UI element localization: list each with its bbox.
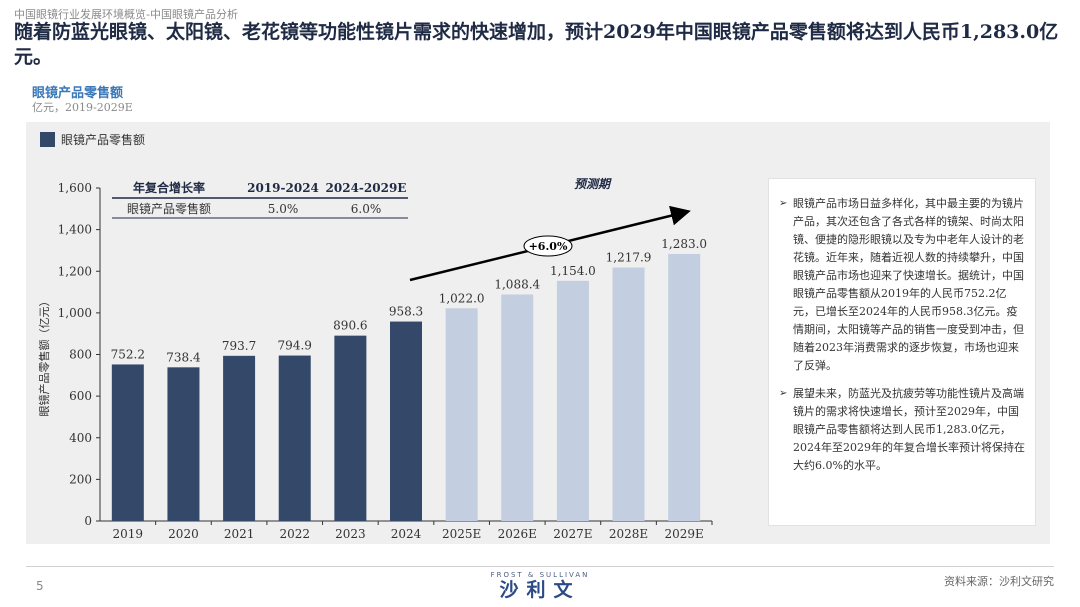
growth-bubble bbox=[523, 235, 573, 257]
bar-2022 bbox=[278, 355, 311, 521]
commentary-item: ➢ 眼镜产品市场日益多样化，其中最主要的为镜片产品，其次还包含了各式各样的镜架、时… bbox=[779, 195, 1025, 375]
logo-top-text: FROST & SULLIVAN bbox=[490, 571, 590, 579]
page-number: 5 bbox=[36, 579, 44, 593]
data-label: 738.4 bbox=[166, 350, 201, 364]
y-tick-label: 600 bbox=[69, 389, 92, 403]
data-label: 793.7 bbox=[222, 339, 256, 353]
x-tick-label: 2024 bbox=[391, 527, 422, 541]
y-tick-label: 200 bbox=[69, 472, 92, 486]
footer-divider bbox=[26, 566, 1054, 567]
cagr-table: 年复合增长率 2019-2024 2024-2029E 眼镜产品零售额 5.0%… bbox=[112, 180, 408, 219]
bar-2019 bbox=[111, 364, 144, 521]
bullet-arrow-icon: ➢ bbox=[779, 198, 788, 209]
data-label: 890.6 bbox=[333, 319, 367, 333]
x-tick-label: 2019 bbox=[113, 527, 144, 541]
bar-2021 bbox=[223, 355, 256, 521]
legend-swatch bbox=[40, 132, 55, 147]
data-label: 1,088.4 bbox=[494, 277, 540, 291]
logo-main-text: 沙利文 bbox=[499, 579, 581, 601]
bar-2025E bbox=[445, 308, 478, 521]
y-tick-label: 1,600 bbox=[58, 181, 92, 195]
bar-2020 bbox=[167, 367, 200, 521]
x-tick-label: 2025E bbox=[442, 527, 481, 541]
y-tick-label: 1,000 bbox=[58, 306, 92, 320]
bar-2023 bbox=[334, 335, 367, 521]
y-tick-label: 0 bbox=[84, 514, 92, 528]
x-tick-label: 2026E bbox=[498, 527, 537, 541]
cagr-row-label: 眼镜产品零售额 bbox=[127, 201, 211, 216]
cagr-row-value-1: 5.0% bbox=[268, 202, 299, 216]
data-label: 794.9 bbox=[278, 339, 312, 353]
y-tick-label: 800 bbox=[69, 348, 92, 362]
x-tick-label: 2029E bbox=[665, 527, 704, 541]
source-note: 资料来源：沙利文研究 bbox=[944, 575, 1054, 588]
x-tick-label: 2028E bbox=[609, 527, 648, 541]
page-headline: 随着防蓝光眼镜、太阳镜、老花镜等功能性镜片需求的快速增加，预计2029年中国眼镜… bbox=[14, 21, 1059, 68]
bullet-arrow-icon: ➢ bbox=[779, 388, 788, 399]
data-label: 1,022.0 bbox=[439, 291, 485, 305]
breadcrumb: 中国眼镜行业发展环境概览-中国眼镜产品分析 bbox=[14, 8, 238, 21]
bar-2024 bbox=[390, 321, 422, 521]
x-tick-label: 2027E bbox=[553, 527, 592, 541]
data-label: 752.2 bbox=[111, 347, 145, 361]
bar-2026E bbox=[501, 294, 534, 521]
data-label: 958.3 bbox=[389, 305, 423, 319]
chart-unit: 亿元，2019-2029E bbox=[32, 101, 133, 114]
bar-2027E bbox=[556, 280, 589, 521]
forecast-label: 预测期 bbox=[574, 177, 612, 191]
x-tick-label: 2021 bbox=[224, 527, 255, 541]
legend: 眼镜产品零售额 bbox=[40, 131, 145, 148]
cagr-header-period-2: 2024-2029E bbox=[326, 181, 407, 195]
bar-2029E bbox=[668, 253, 701, 521]
bar-2028E bbox=[612, 267, 645, 521]
y-tick-label: 1,400 bbox=[58, 223, 92, 237]
legend-label: 眼镜产品零售额 bbox=[61, 133, 146, 147]
x-tick-label: 2022 bbox=[279, 527, 310, 541]
commentary-text: 眼镜产品市场日益多样化，其中最主要的为镜片产品，其次还包含了各式各样的镜架、时尚… bbox=[793, 197, 1024, 372]
cagr-header-period-1: 2019-2024 bbox=[247, 181, 319, 195]
x-tick-label: 2020 bbox=[168, 527, 199, 541]
commentary-text: 展望未来，防蓝光及抗疲劳等功能性镜片及高端镜片的需求将快速增长，预计至2029年… bbox=[793, 387, 1025, 472]
cagr-row-value-2: 6.0% bbox=[351, 202, 382, 216]
y-tick-label: 400 bbox=[69, 431, 92, 445]
chart-title: 眼镜产品零售额 bbox=[32, 86, 124, 101]
x-tick-label: 2023 bbox=[335, 527, 366, 541]
data-label: 1,283.0 bbox=[661, 237, 707, 251]
commentary-panel: ➢ 眼镜产品市场日益多样化，其中最主要的为镜片产品，其次还包含了各式各样的镜架、时… bbox=[768, 178, 1036, 526]
cagr-header-label: 年复合增长率 bbox=[133, 180, 205, 195]
data-label: 1,217.9 bbox=[606, 251, 652, 265]
company-logo: FROST & SULLIVAN 沙利文 bbox=[480, 571, 600, 601]
data-label: 1,154.0 bbox=[550, 264, 596, 278]
growth-rate-label: +6.0% bbox=[529, 240, 568, 253]
commentary-item: ➢ 展望未来，防蓝光及抗疲劳等功能性镜片及高端镜片的需求将快速增长，预计至2029… bbox=[779, 385, 1025, 475]
y-tick-label: 1,200 bbox=[58, 264, 92, 278]
y-axis-label: 眼镜产品零售额（亿元） bbox=[37, 296, 51, 417]
